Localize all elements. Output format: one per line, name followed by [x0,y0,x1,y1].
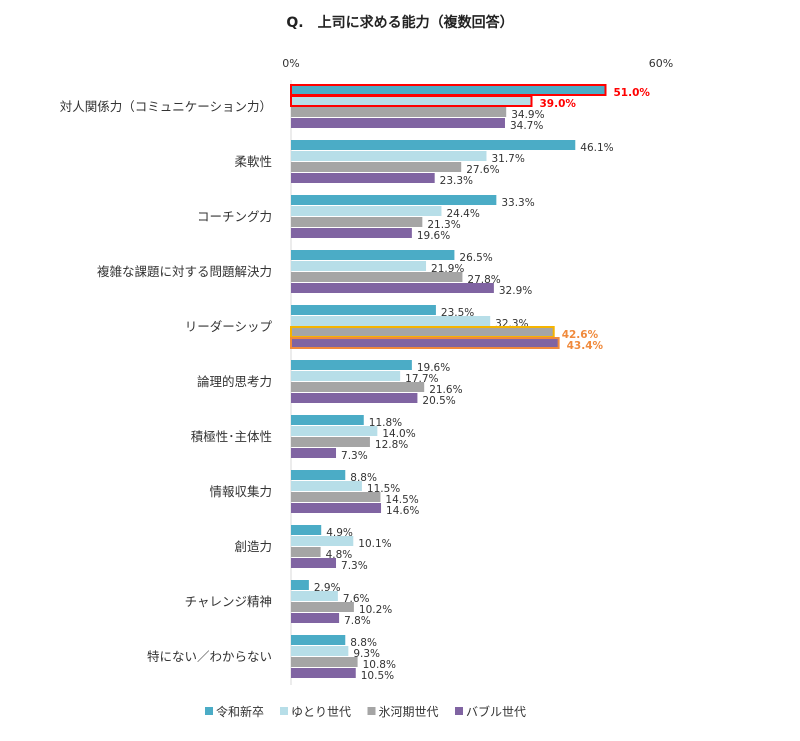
data-label: 21.6% [429,384,462,396]
bar [291,283,494,293]
bar [291,481,362,491]
bar [291,503,382,513]
legend-label: ゆとり世代 [291,705,351,719]
bar [291,547,321,557]
data-label: 10.1% [358,538,391,550]
legend-label: バブル世代 [466,704,526,719]
chart-title: Q. 上司に求める能力（複数回答） [286,14,513,31]
bar [291,140,576,150]
bar [291,195,497,205]
data-label: 10.8% [363,659,396,671]
bar [291,206,442,216]
bar [291,305,436,315]
category-label: 論理的思考力 [197,374,272,389]
x-tick-label: 60% [649,57,673,70]
category-label: 創造力 [234,539,272,554]
bar [291,371,401,381]
bar [291,492,381,502]
bar [291,316,491,326]
bar [291,536,354,546]
bar [291,272,463,282]
bar [291,228,412,238]
bar [291,393,418,403]
bar [291,525,322,535]
data-label: 14.6% [386,505,419,517]
data-label: 7.8% [344,615,371,627]
data-label: 8.8% [350,637,377,649]
legend-swatch [280,707,288,715]
data-label: 32.9% [499,285,532,297]
bar [291,646,349,656]
category-label: 柔軟性 [234,154,272,169]
data-label: 21.3% [427,219,460,231]
data-label: 34.9% [511,109,544,121]
bar [291,151,487,161]
data-label: 12.8% [375,439,408,451]
bar [291,635,346,645]
category-label: 複雑な課題に対する問題解決力 [97,264,272,279]
data-label: 34.7% [510,120,543,132]
bar [291,558,337,568]
bar [291,448,337,458]
bar [291,415,364,425]
data-label: 14.5% [385,494,418,506]
bar [291,261,427,271]
bar [291,162,462,172]
data-label: 33.3% [501,197,534,209]
data-label: 46.1% [580,142,613,154]
category-label: リーダーシップ [185,319,273,334]
data-label: 39.0% [540,98,577,110]
bar [291,173,435,183]
x-tick-label: 0% [282,57,299,70]
data-label: 51.0% [614,87,651,99]
data-label: 26.5% [459,252,492,264]
category-label: チャレンジ精神 [185,594,272,609]
legend-label: 令和新卒 [216,704,264,719]
data-label: 14.0% [382,428,415,440]
bar [291,426,378,436]
data-label: 19.6% [417,362,450,374]
data-label: 27.6% [466,164,499,176]
bar [291,613,340,623]
data-label: 9.3% [353,648,380,660]
data-label: 42.6% [562,329,599,341]
data-label: 7.3% [341,450,368,462]
category-label: コーチング力 [197,209,272,224]
data-label: 7.3% [341,560,368,572]
category-label: 対人関係力（コミュニケーション力） [60,99,272,114]
bar [291,382,425,392]
bar [290,337,560,349]
bar [291,580,309,590]
bar [291,657,358,667]
legend-label: 氷河期世代 [379,705,439,719]
data-label: 10.5% [361,670,394,682]
bar [290,326,555,338]
legend-swatch [367,707,376,715]
bar [291,437,370,447]
data-label: 19.6% [417,230,450,242]
bar [291,360,412,370]
bar [291,470,346,480]
data-label: 43.4% [567,340,604,352]
data-label: 10.2% [359,604,392,616]
legend-swatch [205,707,213,715]
data-label: 24.4% [446,208,479,220]
data-label: 23.3% [440,175,473,187]
data-label: 20.5% [422,395,455,407]
bar [291,118,505,128]
category-label: 積極性･主体性 [191,429,272,444]
bar [290,95,533,107]
bar [291,591,338,601]
bar [291,602,354,612]
category-label: 情報収集力 [209,484,272,499]
bar [291,250,455,260]
data-label: 31.7% [491,153,524,165]
bar [291,107,507,117]
bar [290,84,607,96]
bar [291,217,423,227]
legend-swatch [455,707,463,715]
category-label: 特にない／わからない [147,649,272,664]
bar [291,668,356,678]
